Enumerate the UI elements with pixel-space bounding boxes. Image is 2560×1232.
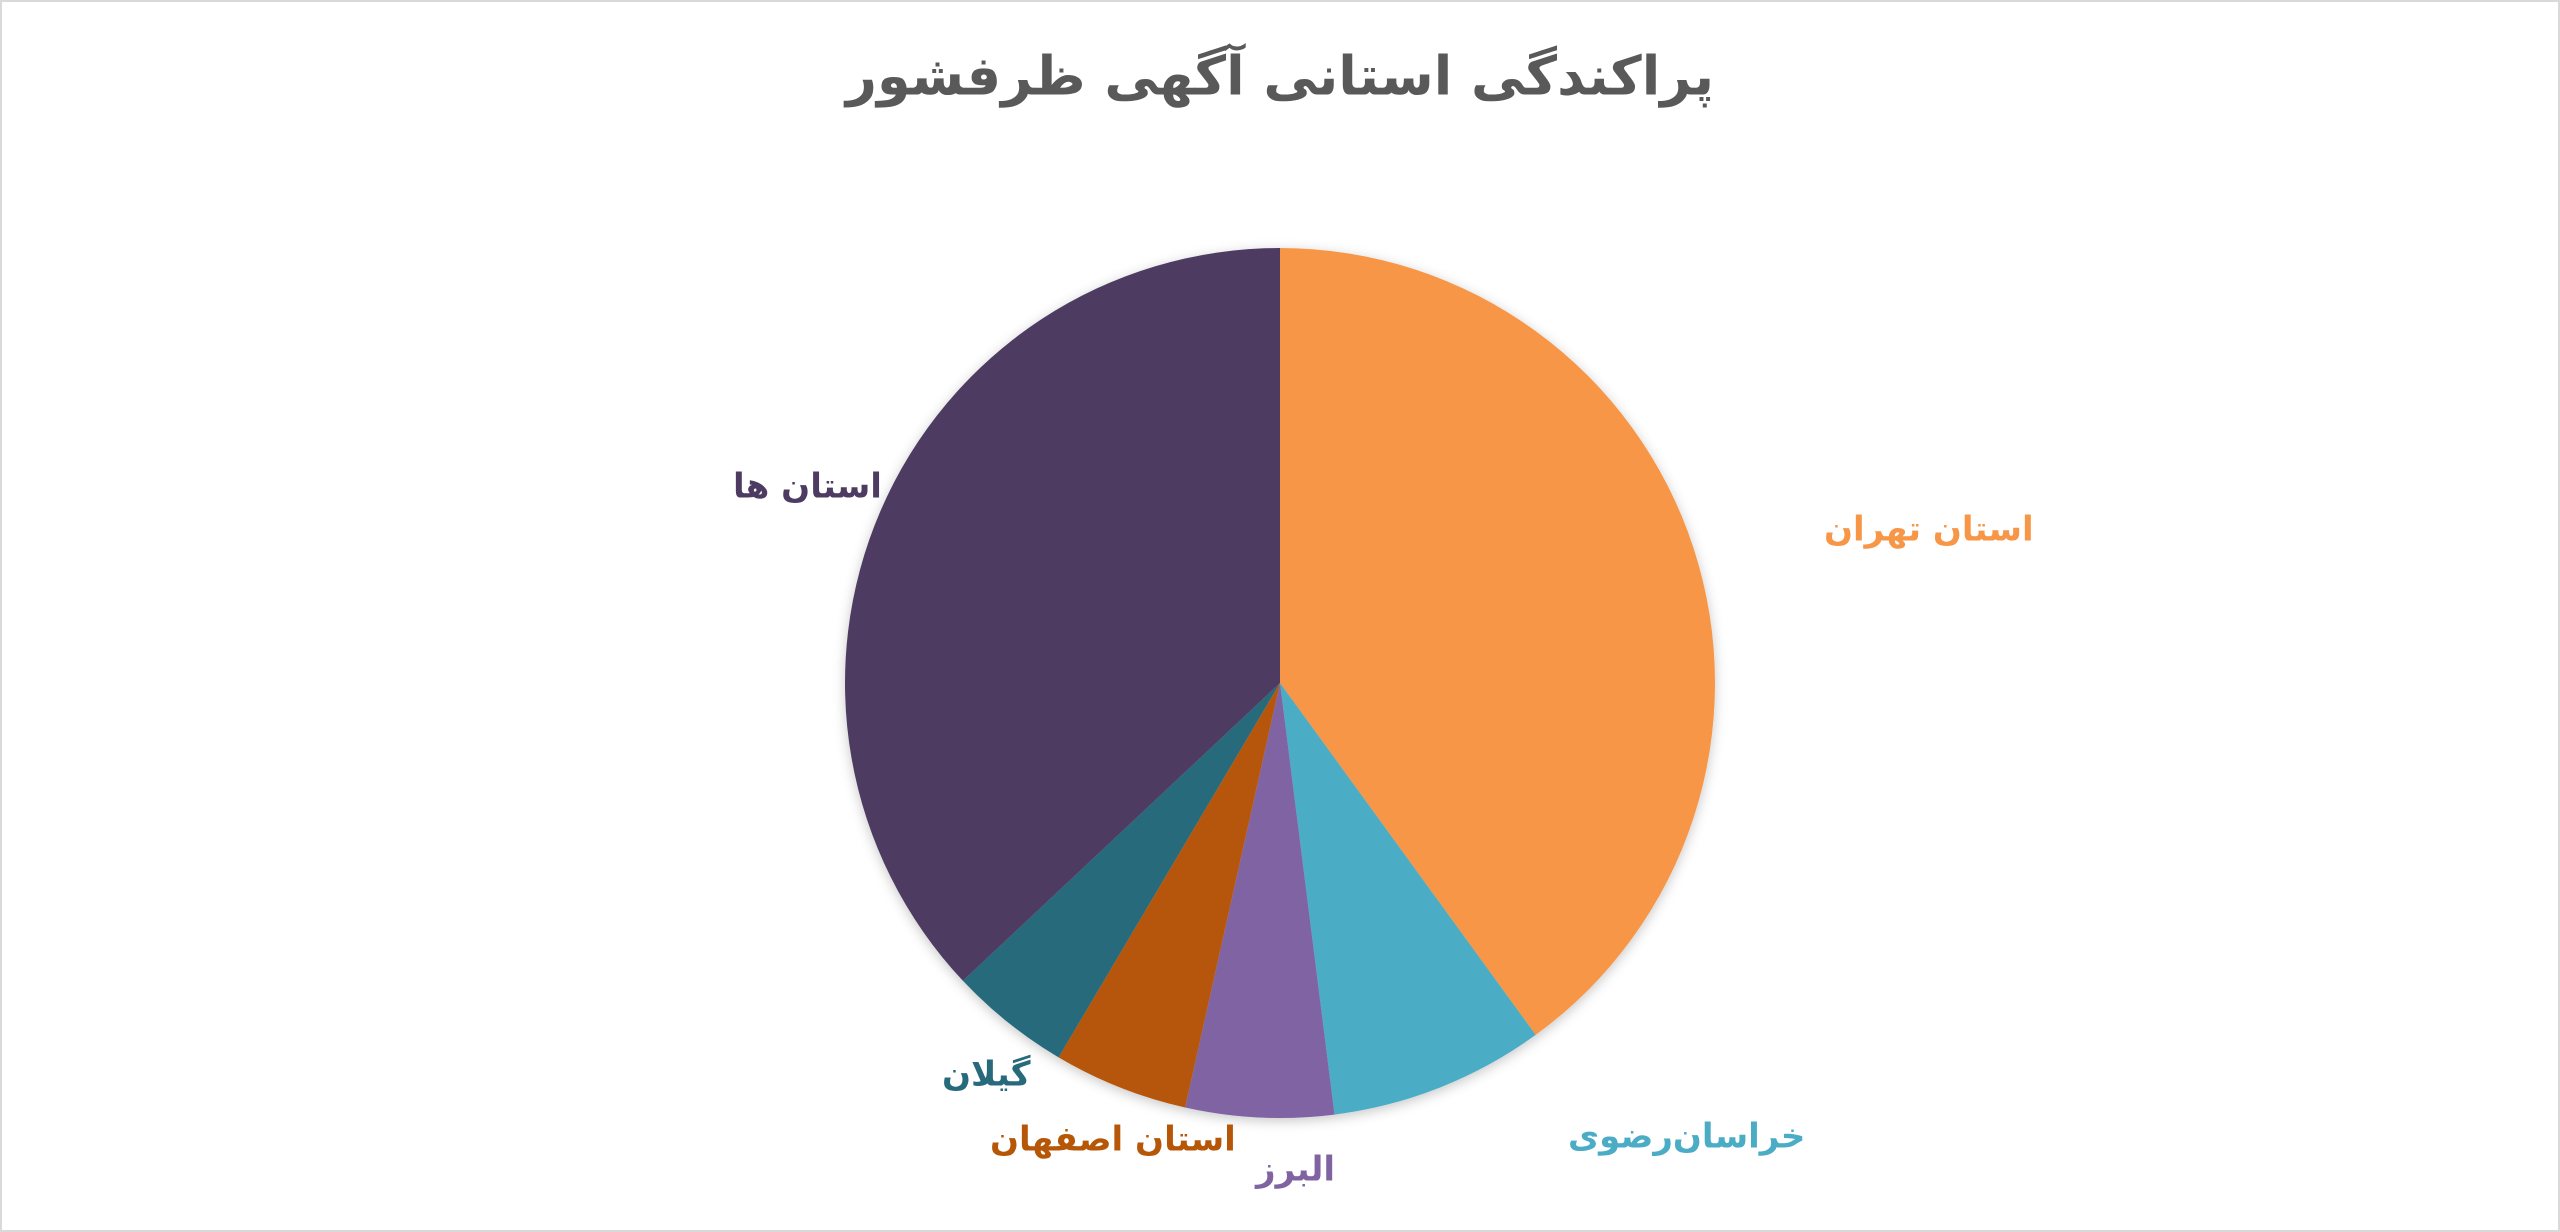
pie-slice [962, 683, 1280, 1058]
slice-label: گیلان [942, 1055, 1031, 1095]
pie [844, 248, 1715, 1119]
slice-label: البرز [1254, 1150, 1335, 1190]
pie-slice [1058, 683, 1280, 1108]
pie-slice [1280, 248, 1715, 1035]
slice-label: استان تهران [1824, 510, 2034, 550]
slice-label: استان اصفهان [990, 1120, 1236, 1160]
pie-slice [844, 248, 1280, 981]
chart-title: پراکندگی استانی آگهی ظرفشور [843, 43, 1714, 108]
slice-label: سایر استان ها [733, 467, 974, 507]
pie-slice [1185, 683, 1335, 1119]
pie-slice [1280, 683, 1536, 1115]
slice-label: خراسان‌رضوی [1568, 1117, 1805, 1157]
